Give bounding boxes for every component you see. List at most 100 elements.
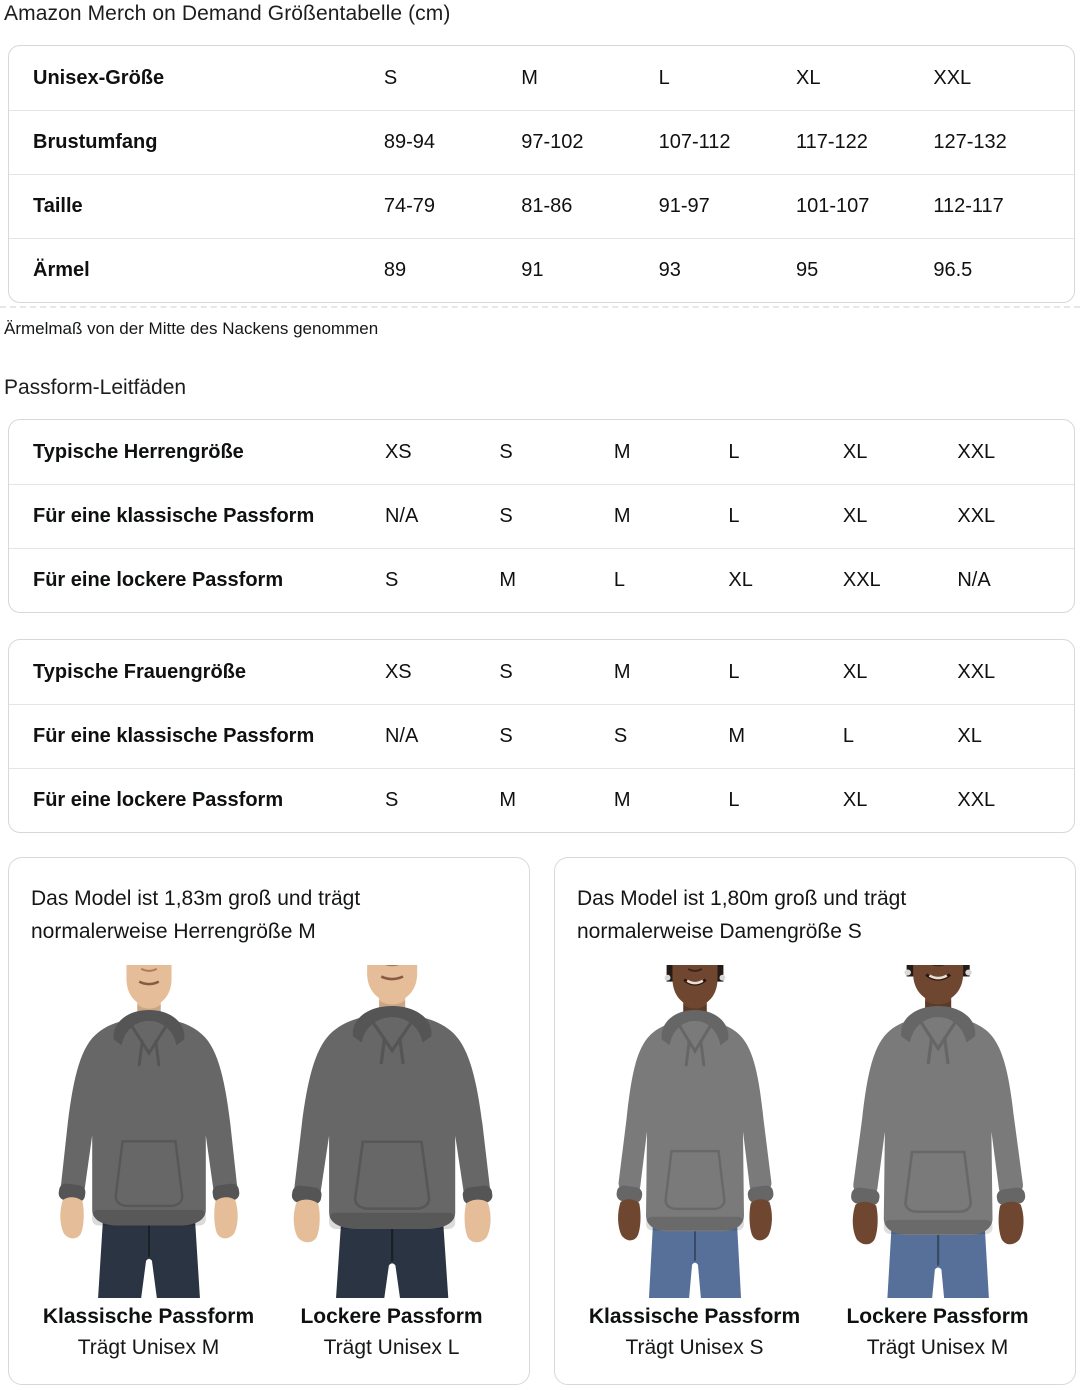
fit-value: L [842,725,854,747]
fit-value: L [728,440,740,463]
fit-guides-heading: Passform-Leitfäden [4,376,187,399]
model-cards-row: Das Model ist 1,83m groß und trägt norma… [8,857,1076,1385]
model-description: Das Model ist 1,80m groß und trägt norma… [577,887,907,943]
size-value: 91-97 [658,195,710,217]
size-value: 112-117 [933,195,1004,217]
table-header-row: Unisex-Größe S M L XL XXL [9,46,1074,110]
fit-value: XS [384,660,412,683]
womens-fit-table: Typische Frauengröße XS S M L XL XXL Für… [8,639,1075,833]
row-label: Brustumfang [33,131,158,153]
loose-fit-figure: Lockere Passform Trägt Unisex M [820,965,1055,1360]
fit-value: N/A [957,569,991,591]
size-value: 74-79 [383,195,436,217]
fit-value: L [728,505,740,527]
fit-value: XL [842,789,868,811]
row-label: Ärmel [33,259,90,281]
fit-value: XL [842,660,868,683]
table-row: Ärmel 89 91 93 95 96.5 [9,238,1074,302]
table-row: Für eine klassische Passform N/A S S M L… [9,704,1074,768]
size-value: 95 [796,259,819,281]
row-label: Für eine lockere Passform [33,789,284,811]
size-value: 89-94 [383,131,436,153]
size-caption: Trägt Unisex M [866,1336,1009,1359]
male-model-classic-image [55,965,242,1298]
fit-value: XXL [957,660,996,683]
fit-value: L [728,660,740,683]
table-row: Taille 74-79 81-86 91-97 101-107 112-117 [9,174,1074,238]
row-label: Taille [33,195,83,217]
fit-value: S [499,440,513,463]
unisex-size-table: Unisex-Größe S M L XL XXL Brustumfang 89… [8,45,1075,303]
fit-value: M [613,440,631,463]
row-label: Für eine lockere Passform [33,569,284,591]
fit-value: S [613,725,628,747]
loose-fit-figure: Lockere Passform Trägt Unisex L [274,965,509,1360]
fit-value: M [613,660,631,683]
fit-value: XL [957,725,982,747]
size-caption: Trägt Unisex S [625,1336,764,1359]
table-row: Für eine lockere Passform S M L XL XXL N… [9,548,1074,612]
fit-value: S [384,789,399,811]
fit-caption: Lockere Passform [846,1305,1029,1328]
table-row: Typische Herrengröße XS S M L XL XXL [9,420,1074,484]
female-model-loose-image [847,965,1028,1298]
column-header: M [521,66,538,89]
size-value: 81-86 [521,195,573,217]
row-label: Für eine klassische Passform [33,725,315,747]
fit-caption: Klassische Passform [588,1305,801,1328]
fit-value: XL [842,505,868,527]
fit-value: XL [728,569,753,591]
fit-value: S [499,660,513,683]
table-row: Brustumfang 89-94 97-102 107-112 117-122… [9,110,1074,174]
size-value: 91 [521,259,544,281]
size-value: 89 [383,259,407,281]
fit-value: L [613,569,626,591]
model-figures: Klassische Passform Trägt Unisex S Locke… [577,965,1055,1360]
fit-value: S [499,725,513,747]
page-title: Amazon Merch on Demand Größentabelle (cm… [4,2,451,25]
fit-value: XXL [957,505,996,527]
classic-fit-figure: Klassische Passform Trägt Unisex S [577,965,812,1360]
table-row: Für eine klassische Passform N/A S M L X… [9,484,1074,548]
column-header: L [658,66,670,89]
size-caption: Trägt Unisex L [323,1336,460,1359]
fit-value: XXL [957,789,996,811]
row-label: Typische Frauengröße [33,660,247,683]
fit-value: M [728,725,746,747]
sleeve-measure-note: Ärmelmaß von der Mitte des Nackens genom… [4,319,379,338]
fit-value: XS [384,440,412,463]
mens-model-card: Das Model ist 1,83m groß und trägt norma… [8,857,530,1385]
size-value: 97-102 [521,131,584,153]
row-label: Typische Herrengröße [33,440,244,463]
column-header: XXL [933,66,972,89]
fit-caption: Lockere Passform [300,1305,483,1328]
size-value: 107-112 [658,131,731,153]
fit-caption: Klassische Passform [42,1305,255,1328]
divider [0,306,1080,308]
fit-value: M [499,789,517,811]
fit-value: S [499,505,513,527]
fit-value: S [384,569,399,591]
size-value: 127-132 [933,131,1007,153]
fit-value: L [728,789,740,811]
table-row: Typische Frauengröße XS S M L XL XXL [9,640,1074,704]
fit-value: M [499,569,517,591]
model-description: Das Model ist 1,83m groß und trägt norma… [31,887,361,943]
size-value: 101-107 [796,195,870,217]
row-label: Für eine klassische Passform [33,505,315,527]
table-row: Für eine lockere Passform S M M L XL XXL [9,768,1074,832]
fit-value: M [613,789,631,811]
fit-value: N/A [384,505,419,527]
womens-model-card: Das Model ist 1,80m groß und trägt norma… [554,857,1076,1385]
size-value: 96.5 [933,259,973,281]
fit-value: XL [842,440,868,463]
column-header: XL [796,66,821,89]
column-header: S [383,66,398,89]
model-figures: Klassische Passform Trägt Unisex M Locke… [31,965,509,1360]
fit-value: XXL [842,569,881,591]
fit-value: XXL [957,440,996,463]
mens-fit-table: Typische Herrengröße XS S M L XL XXL Für… [8,419,1075,613]
size-caption: Trägt Unisex M [77,1336,220,1359]
fit-value: M [613,505,631,527]
